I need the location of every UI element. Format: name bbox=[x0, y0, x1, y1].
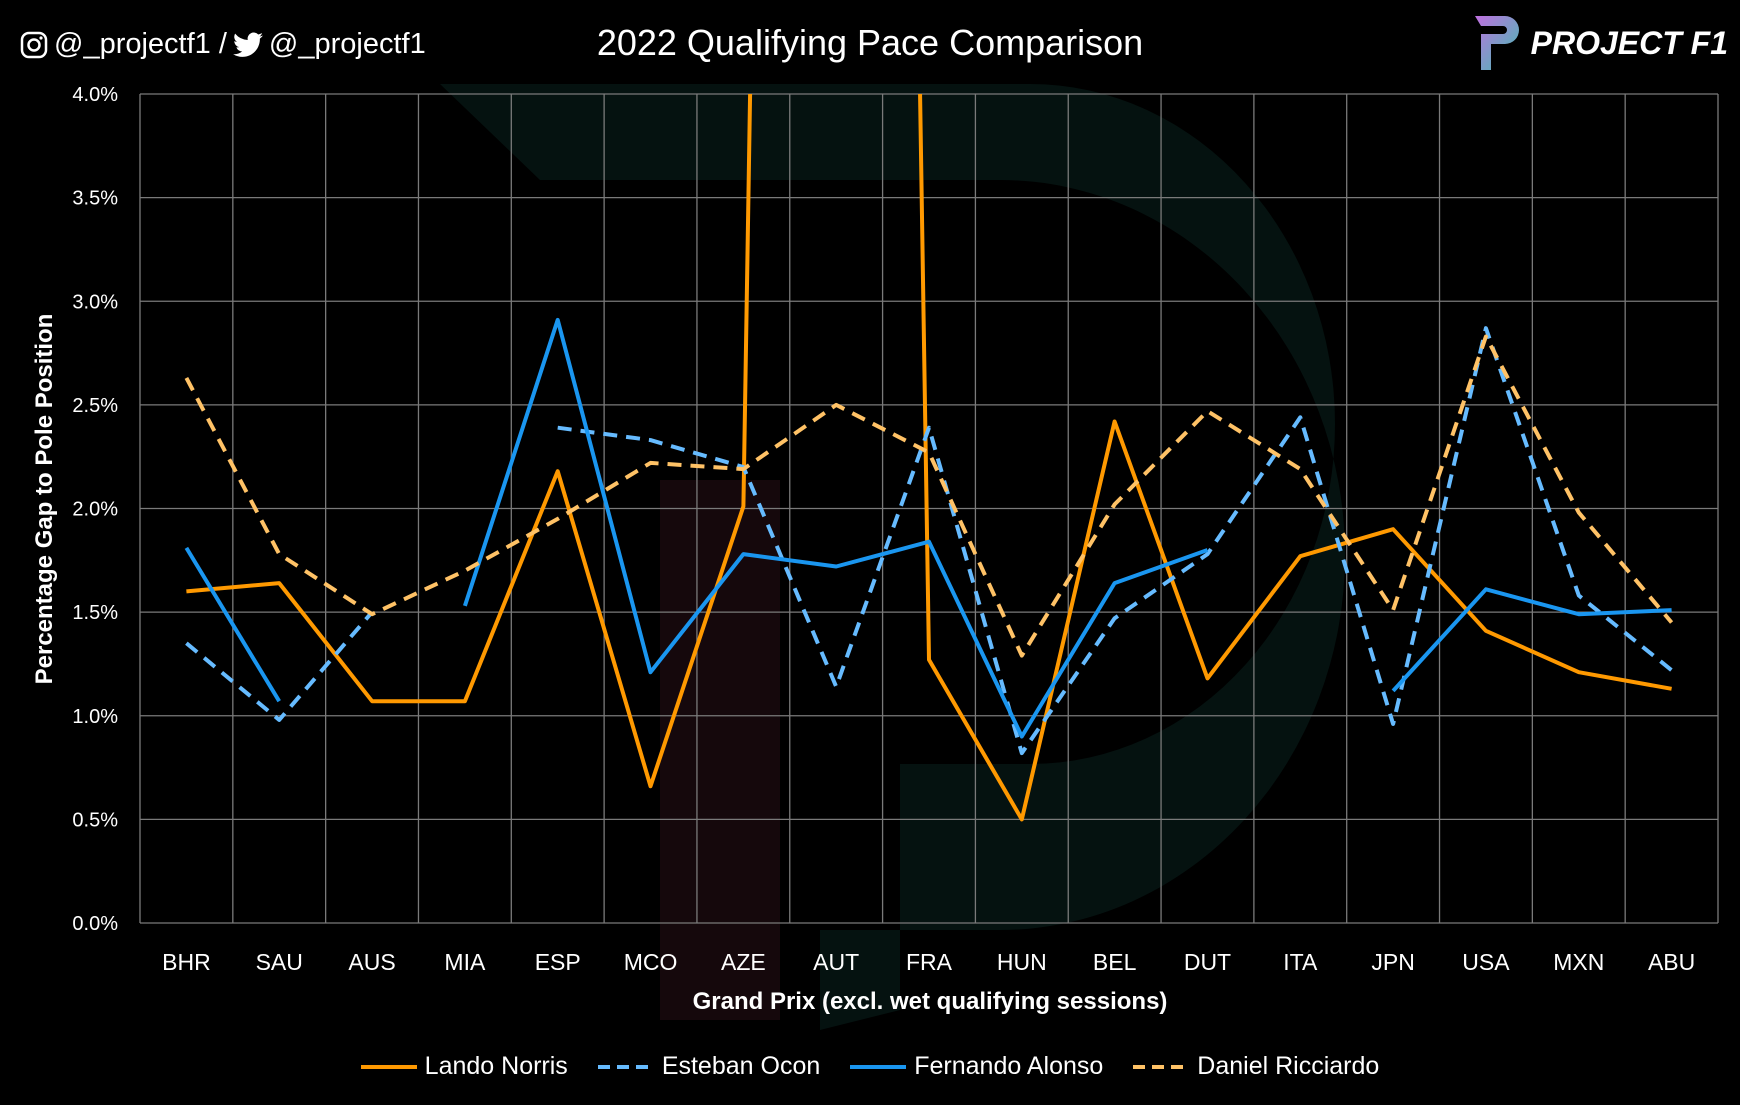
x-tick-label: MCO bbox=[624, 949, 678, 975]
legend-label: Lando Norris bbox=[424, 1052, 568, 1080]
x-tick-label: FRA bbox=[906, 949, 953, 975]
legend-item: Esteban Ocon bbox=[597, 1052, 821, 1081]
instagram-icon bbox=[20, 31, 48, 58]
legend-label: Daniel Ricciardo bbox=[1197, 1052, 1380, 1080]
legend-label: Esteban Ocon bbox=[661, 1052, 821, 1080]
x-tick-label: SAU bbox=[256, 949, 303, 975]
y-tick-label: 1.5% bbox=[72, 602, 118, 624]
y-tick-label: 2.0% bbox=[72, 499, 118, 521]
x-tick-label: MIA bbox=[444, 949, 486, 975]
chart-title: 2022 Qualifying Pace Comparison bbox=[596, 22, 1144, 63]
series-line-segment bbox=[185, 610, 374, 722]
twitter-handle: @_projectf1 bbox=[268, 28, 426, 60]
x-tick-label: ABU bbox=[1648, 949, 1695, 975]
x-tick-label: ITA bbox=[1283, 949, 1318, 975]
y-tick-label: 0.0% bbox=[72, 913, 118, 935]
series-line-segment bbox=[186, 94, 1672, 822]
series-daniel-ricciardo bbox=[184, 334, 1674, 658]
y-tick-label: 0.5% bbox=[72, 809, 118, 831]
legend-swatch bbox=[1133, 1064, 1190, 1069]
logo-text: PROJECT F1 bbox=[1530, 24, 1728, 61]
y-tick-label: 3.5% bbox=[72, 188, 118, 210]
grid bbox=[139, 93, 1719, 924]
y-tick-label: 4.0% bbox=[72, 84, 118, 106]
series-line-segment bbox=[462, 317, 1209, 739]
series-line-segment bbox=[184, 334, 1674, 658]
x-tick-label: AUT bbox=[813, 949, 859, 975]
watermark-logo bbox=[440, 84, 1345, 1030]
x-tick-label: DUT bbox=[1184, 949, 1231, 975]
legend-label: Fernando Alonso bbox=[914, 1052, 1104, 1080]
x-tick-label: BHR bbox=[162, 949, 211, 975]
x-axis: BHR SAU AUS MIA ESP MCO AZE AUT FRA HUN BEL DUT ITA J… bbox=[162, 949, 1695, 975]
y-axis: 0.0% 0.5% 1.0% 1.5% 2.0% 2.5% 3.0% 3.5% 4.0% bbox=[72, 84, 118, 935]
y-axis-title: Percentage Gap to Pole Position bbox=[31, 313, 58, 685]
x-tick-label: MXN bbox=[1553, 949, 1604, 975]
series-fernando-alonso bbox=[184, 317, 1672, 739]
y-tick-label: 3.0% bbox=[72, 291, 118, 313]
legend-swatch bbox=[850, 1064, 907, 1069]
y-tick-label: 1.0% bbox=[72, 706, 118, 728]
x-tick-label: HUN bbox=[997, 949, 1047, 975]
x-tick-label: AUS bbox=[348, 949, 395, 975]
x-tick-label: AZE bbox=[721, 949, 766, 975]
x-tick-label: USA bbox=[1462, 949, 1510, 975]
series-lines bbox=[184, 94, 1674, 822]
series-line-segment bbox=[184, 546, 281, 703]
twitter-icon bbox=[232, 31, 263, 57]
legend: Lando Norris Esteban Ocon Fernando Alonso D… bbox=[0, 1052, 1740, 1081]
legend-swatch bbox=[360, 1064, 417, 1069]
x-axis-title: Grand Prix (excl. wet qualifying session… bbox=[692, 988, 1168, 1015]
social-handles: @_projectf1 / @_projectf1 bbox=[20, 28, 426, 61]
p1-logo-icon bbox=[1474, 16, 1519, 70]
series-line-segment bbox=[1391, 587, 1672, 693]
y-tick-label: 2.5% bbox=[72, 395, 118, 417]
x-tick-label: BEL bbox=[1093, 949, 1137, 975]
x-tick-label: ESP bbox=[535, 949, 581, 975]
instagram-handle: @_projectf1 / bbox=[54, 28, 227, 60]
legend-item: Daniel Ricciardo bbox=[1133, 1052, 1379, 1081]
legend-swatch bbox=[597, 1064, 654, 1069]
legend-item: Fernando Alonso bbox=[850, 1052, 1103, 1081]
series-lando-norris bbox=[186, 94, 1672, 822]
legend-item: Lando Norris bbox=[360, 1052, 568, 1081]
project-f1-logo: PROJECT F1 bbox=[1471, 12, 1728, 74]
x-tick-label: JPN bbox=[1371, 949, 1414, 975]
